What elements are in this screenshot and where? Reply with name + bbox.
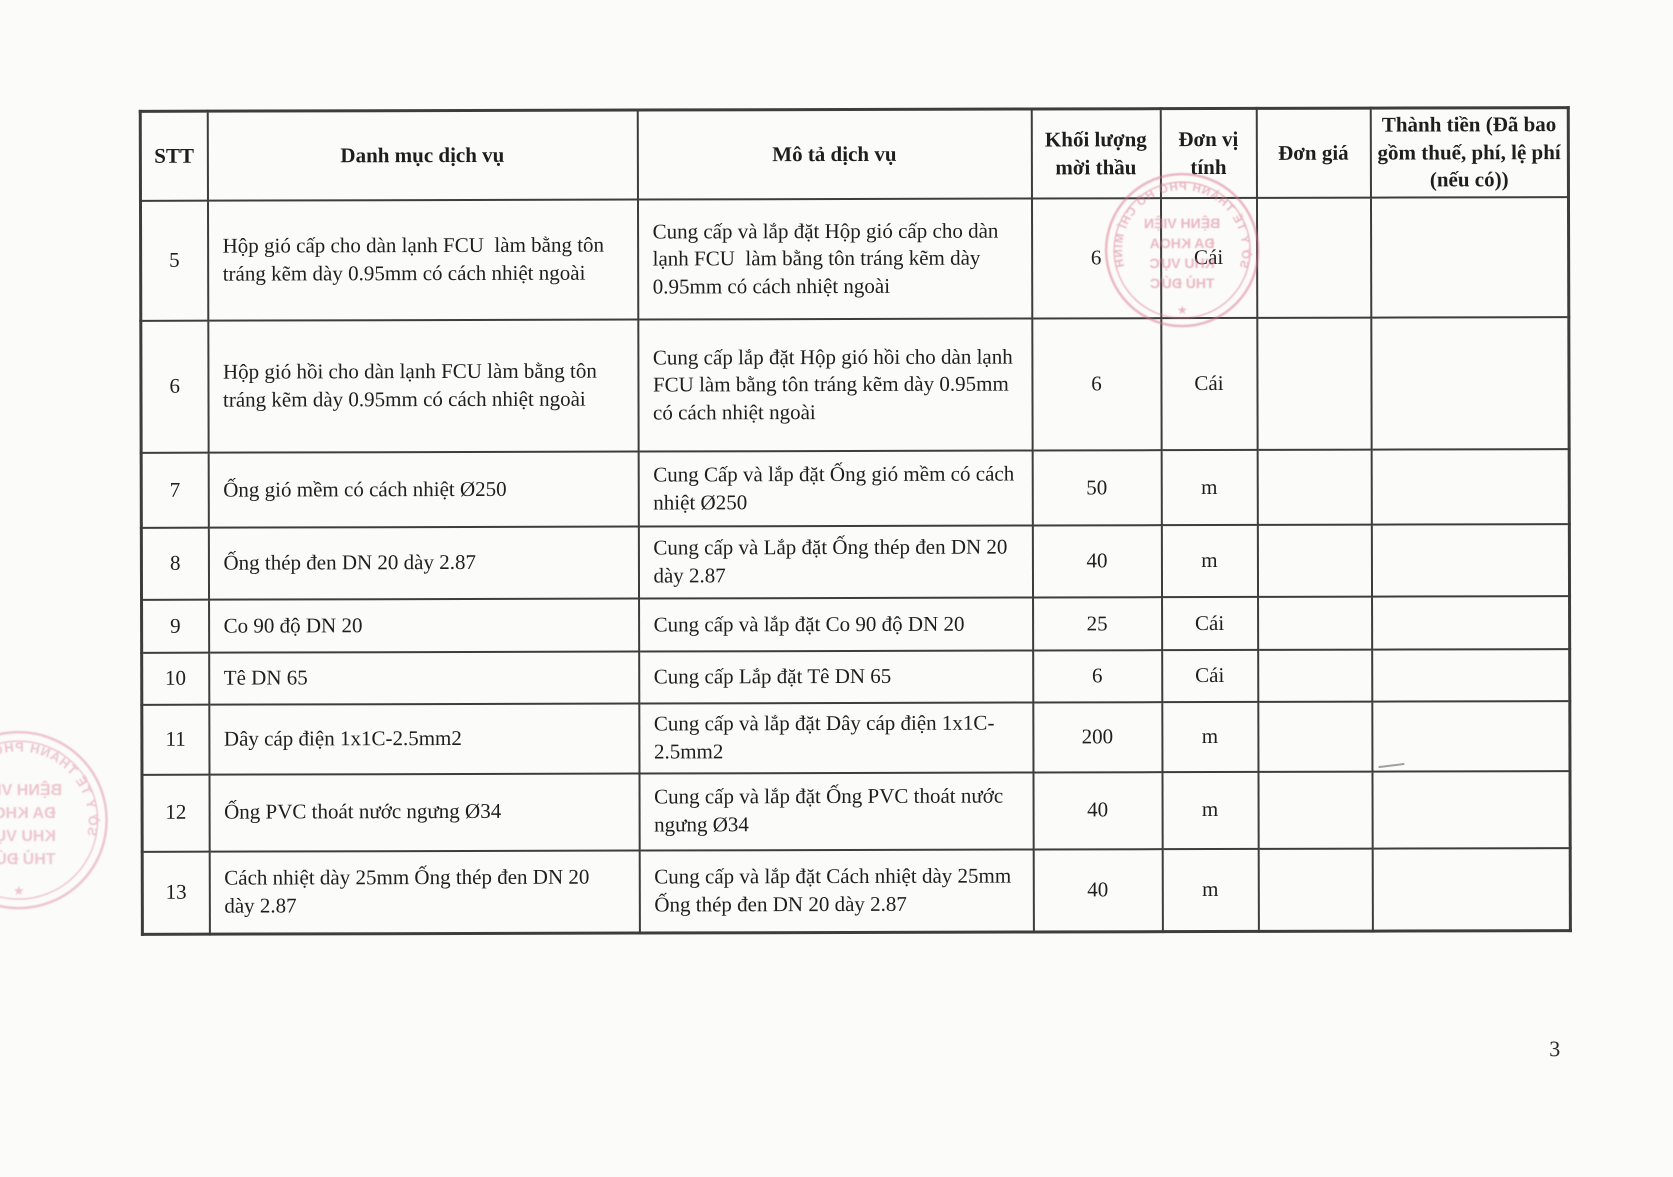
svg-text:SỞ Y TẾ THÀNH PHỐ HỒ CHÍ MINH: SỞ Y TẾ THÀNH PHỐ HỒ CHÍ MINH	[0, 739, 101, 837]
cell-don-vi: m	[1161, 450, 1258, 526]
cell-don-gia	[1257, 649, 1372, 703]
cell-khoi-luong: 200	[1032, 702, 1162, 773]
cell-mo-ta: Cung cấp lắp đặt Hộp gió hồi cho dàn lạn…	[637, 318, 1033, 452]
hospital-stamp-left-icon: SỞ Y TẾ THÀNH PHỐ HỒ CHÍ MINH BỆNH VIỆN …	[0, 730, 108, 910]
cell-danh-muc: Dây cáp điện 1x1C-2.5mm2	[208, 703, 639, 775]
cell-thanh-tien	[1371, 449, 1570, 525]
cell-don-gia	[1257, 701, 1372, 772]
table-row: 11 Dây cáp điện 1x1C-2.5mm2 Cung cấp và lắ…	[141, 701, 1570, 775]
cell-thanh-tien	[1372, 847, 1571, 932]
cell-mo-ta: Cung Cấp và lắp đặt Ống gió mềm có cách …	[638, 450, 1033, 527]
stamp-star-icon: ★	[13, 883, 25, 898]
cell-danh-muc: Ống gió mềm có cách nhiệt Ø250	[208, 451, 639, 528]
table-row: 12 Ống PVC thoát nước ngưng Ø34 Cung cấp v…	[141, 770, 1571, 852]
header-thanh-tien: Thành tiền (Đã bao gồm thuế, phí, lệ phí…	[1370, 107, 1569, 198]
cell-don-vi: Cái	[1160, 198, 1257, 319]
table-row: 6 Hộp gió hồi cho dàn lạnh FCU làm bằng t…	[140, 317, 1570, 453]
cell-khoi-luong: 6	[1031, 318, 1162, 451]
cell-khoi-luong: 50	[1032, 450, 1162, 526]
header-stt: STT	[140, 111, 208, 201]
cell-mo-ta: Cung cấp và lắp đặt Hộp gió cấp cho dàn …	[637, 198, 1032, 320]
cell-thanh-tien	[1370, 317, 1570, 450]
cell-danh-muc: Hộp gió hồi cho dàn lạnh FCU làm bằng tô…	[207, 319, 639, 453]
cell-stt: 5	[140, 200, 208, 321]
cell-thanh-tien	[1371, 770, 1571, 849]
cell-don-vi: Cái	[1161, 650, 1258, 703]
cell-don-vi: m	[1162, 848, 1259, 932]
stamp-line-2: ĐA KHOA	[0, 805, 56, 822]
cell-danh-muc: Tê DN 65	[208, 651, 639, 705]
header-khoi-luong: Khối lượng mời thầu	[1031, 108, 1161, 199]
stamp-line-4: THỦ ĐỨC	[0, 849, 56, 868]
table-row: 7 Ống gió mềm có cách nhiệt Ø250 Cung Cấp …	[141, 449, 1570, 528]
cell-don-vi: m	[1161, 702, 1258, 772]
stamp-ring-text: SỞ Y TẾ THÀNH PHỐ HỒ CHÍ MINH	[0, 739, 101, 837]
cell-mo-ta: Cung cấp và lắp đặt Dây cáp điện 1x1C-2.…	[638, 702, 1033, 774]
cell-don-vi: Cái	[1161, 597, 1258, 651]
cell-stt: 13	[142, 851, 210, 935]
cell-mo-ta: Cung cấp Lắp đặt Tê DN 65	[638, 650, 1033, 704]
cell-stt: 10	[141, 652, 209, 705]
cell-stt: 9	[141, 599, 209, 653]
cell-thanh-tien	[1371, 701, 1570, 772]
cell-khoi-luong: 25	[1032, 597, 1162, 651]
cell-don-gia	[1256, 317, 1372, 451]
cell-mo-ta: Cung cấp và Lắp đặt Ống thép đen DN 20 d…	[638, 525, 1033, 599]
cell-don-gia	[1257, 596, 1372, 651]
header-don-gia: Đơn giá	[1256, 108, 1371, 199]
cell-stt: 11	[141, 704, 209, 775]
cell-danh-muc: Ống PVC thoát nước ngưng Ø34	[208, 773, 640, 852]
cell-thanh-tien	[1371, 596, 1570, 650]
table-row: 5 Hộp gió cấp cho dàn lạnh FCU làm bằng t…	[140, 197, 1569, 321]
header-don-vi: Đơn vị tính	[1160, 108, 1257, 199]
cell-stt: 7	[141, 452, 209, 528]
header-danh-muc: Danh mục dịch vụ	[207, 110, 638, 201]
cell-thanh-tien	[1371, 649, 1570, 702]
cell-don-vi: m	[1161, 771, 1259, 849]
table-row: 13 Cách nhiệt dày 25mm Ống thép đen DN 20…	[142, 847, 1571, 935]
cell-thanh-tien	[1370, 197, 1569, 318]
cell-khoi-luong: 6	[1032, 650, 1162, 703]
service-table: STT Danh mục dịch vụ Mô tả dịch vụ Khối …	[138, 106, 1572, 936]
cell-danh-muc: Hộp gió cấp cho dàn lạnh FCU làm bằng tô…	[207, 199, 638, 321]
table-row: 9 Co 90 độ DN 20 Cung cấp và lắp đặt Co 90…	[141, 596, 1570, 653]
page-number: 3	[1549, 1036, 1561, 1062]
cell-don-vi: Cái	[1160, 318, 1258, 451]
cell-khoi-luong: 40	[1032, 771, 1163, 850]
cell-stt: 12	[141, 774, 210, 852]
cell-danh-muc: Co 90 độ DN 20	[208, 598, 639, 653]
cell-khoi-luong: 6	[1031, 198, 1161, 319]
stamp-line-3: KHU VỰC	[0, 828, 56, 845]
table-row: 8 Ống thép đen DN 20 dày 2.87 Cung cấp và …	[141, 524, 1570, 600]
cell-stt: 8	[141, 527, 209, 600]
header-row: STT Danh mục dịch vụ Mô tả dịch vụ Khối …	[140, 107, 1569, 201]
cell-don-gia	[1257, 524, 1372, 598]
cell-don-gia	[1256, 197, 1371, 319]
cell-thanh-tien	[1371, 524, 1570, 597]
cell-mo-ta: Cung cấp và lắp đặt Ống PVC thoát nước n…	[638, 772, 1034, 851]
cell-danh-muc: Cách nhiệt dày 25mm Ống thép đen DN 20 d…	[209, 850, 640, 935]
table-body: 5 Hộp gió cấp cho dàn lạnh FCU làm bằng t…	[140, 197, 1571, 935]
cell-danh-muc: Ống thép đen DN 20 dày 2.87	[208, 526, 639, 600]
header-mo-ta: Mô tả dịch vụ	[637, 108, 1032, 200]
cell-don-gia	[1258, 848, 1373, 932]
cell-khoi-luong: 40	[1032, 525, 1162, 598]
stamp-line-1: BỆNH VIỆN	[0, 780, 62, 799]
table-row: 10 Tê DN 65 Cung cấp Lắp đặt Tê DN 65 6 Cái	[141, 649, 1570, 705]
cell-mo-ta: Cung cấp và lắp đặt Co 90 độ DN 20	[638, 597, 1033, 652]
cell-don-gia	[1257, 449, 1372, 526]
cell-khoi-luong: 40	[1033, 848, 1163, 933]
cell-don-gia	[1257, 771, 1373, 849]
table-header: STT Danh mục dịch vụ Mô tả dịch vụ Khối …	[140, 107, 1569, 201]
cell-mo-ta: Cung cấp và lắp đặt Cách nhiệt dày 25mm …	[639, 849, 1034, 934]
cell-stt: 6	[140, 320, 209, 453]
cell-don-vi: m	[1161, 525, 1258, 598]
